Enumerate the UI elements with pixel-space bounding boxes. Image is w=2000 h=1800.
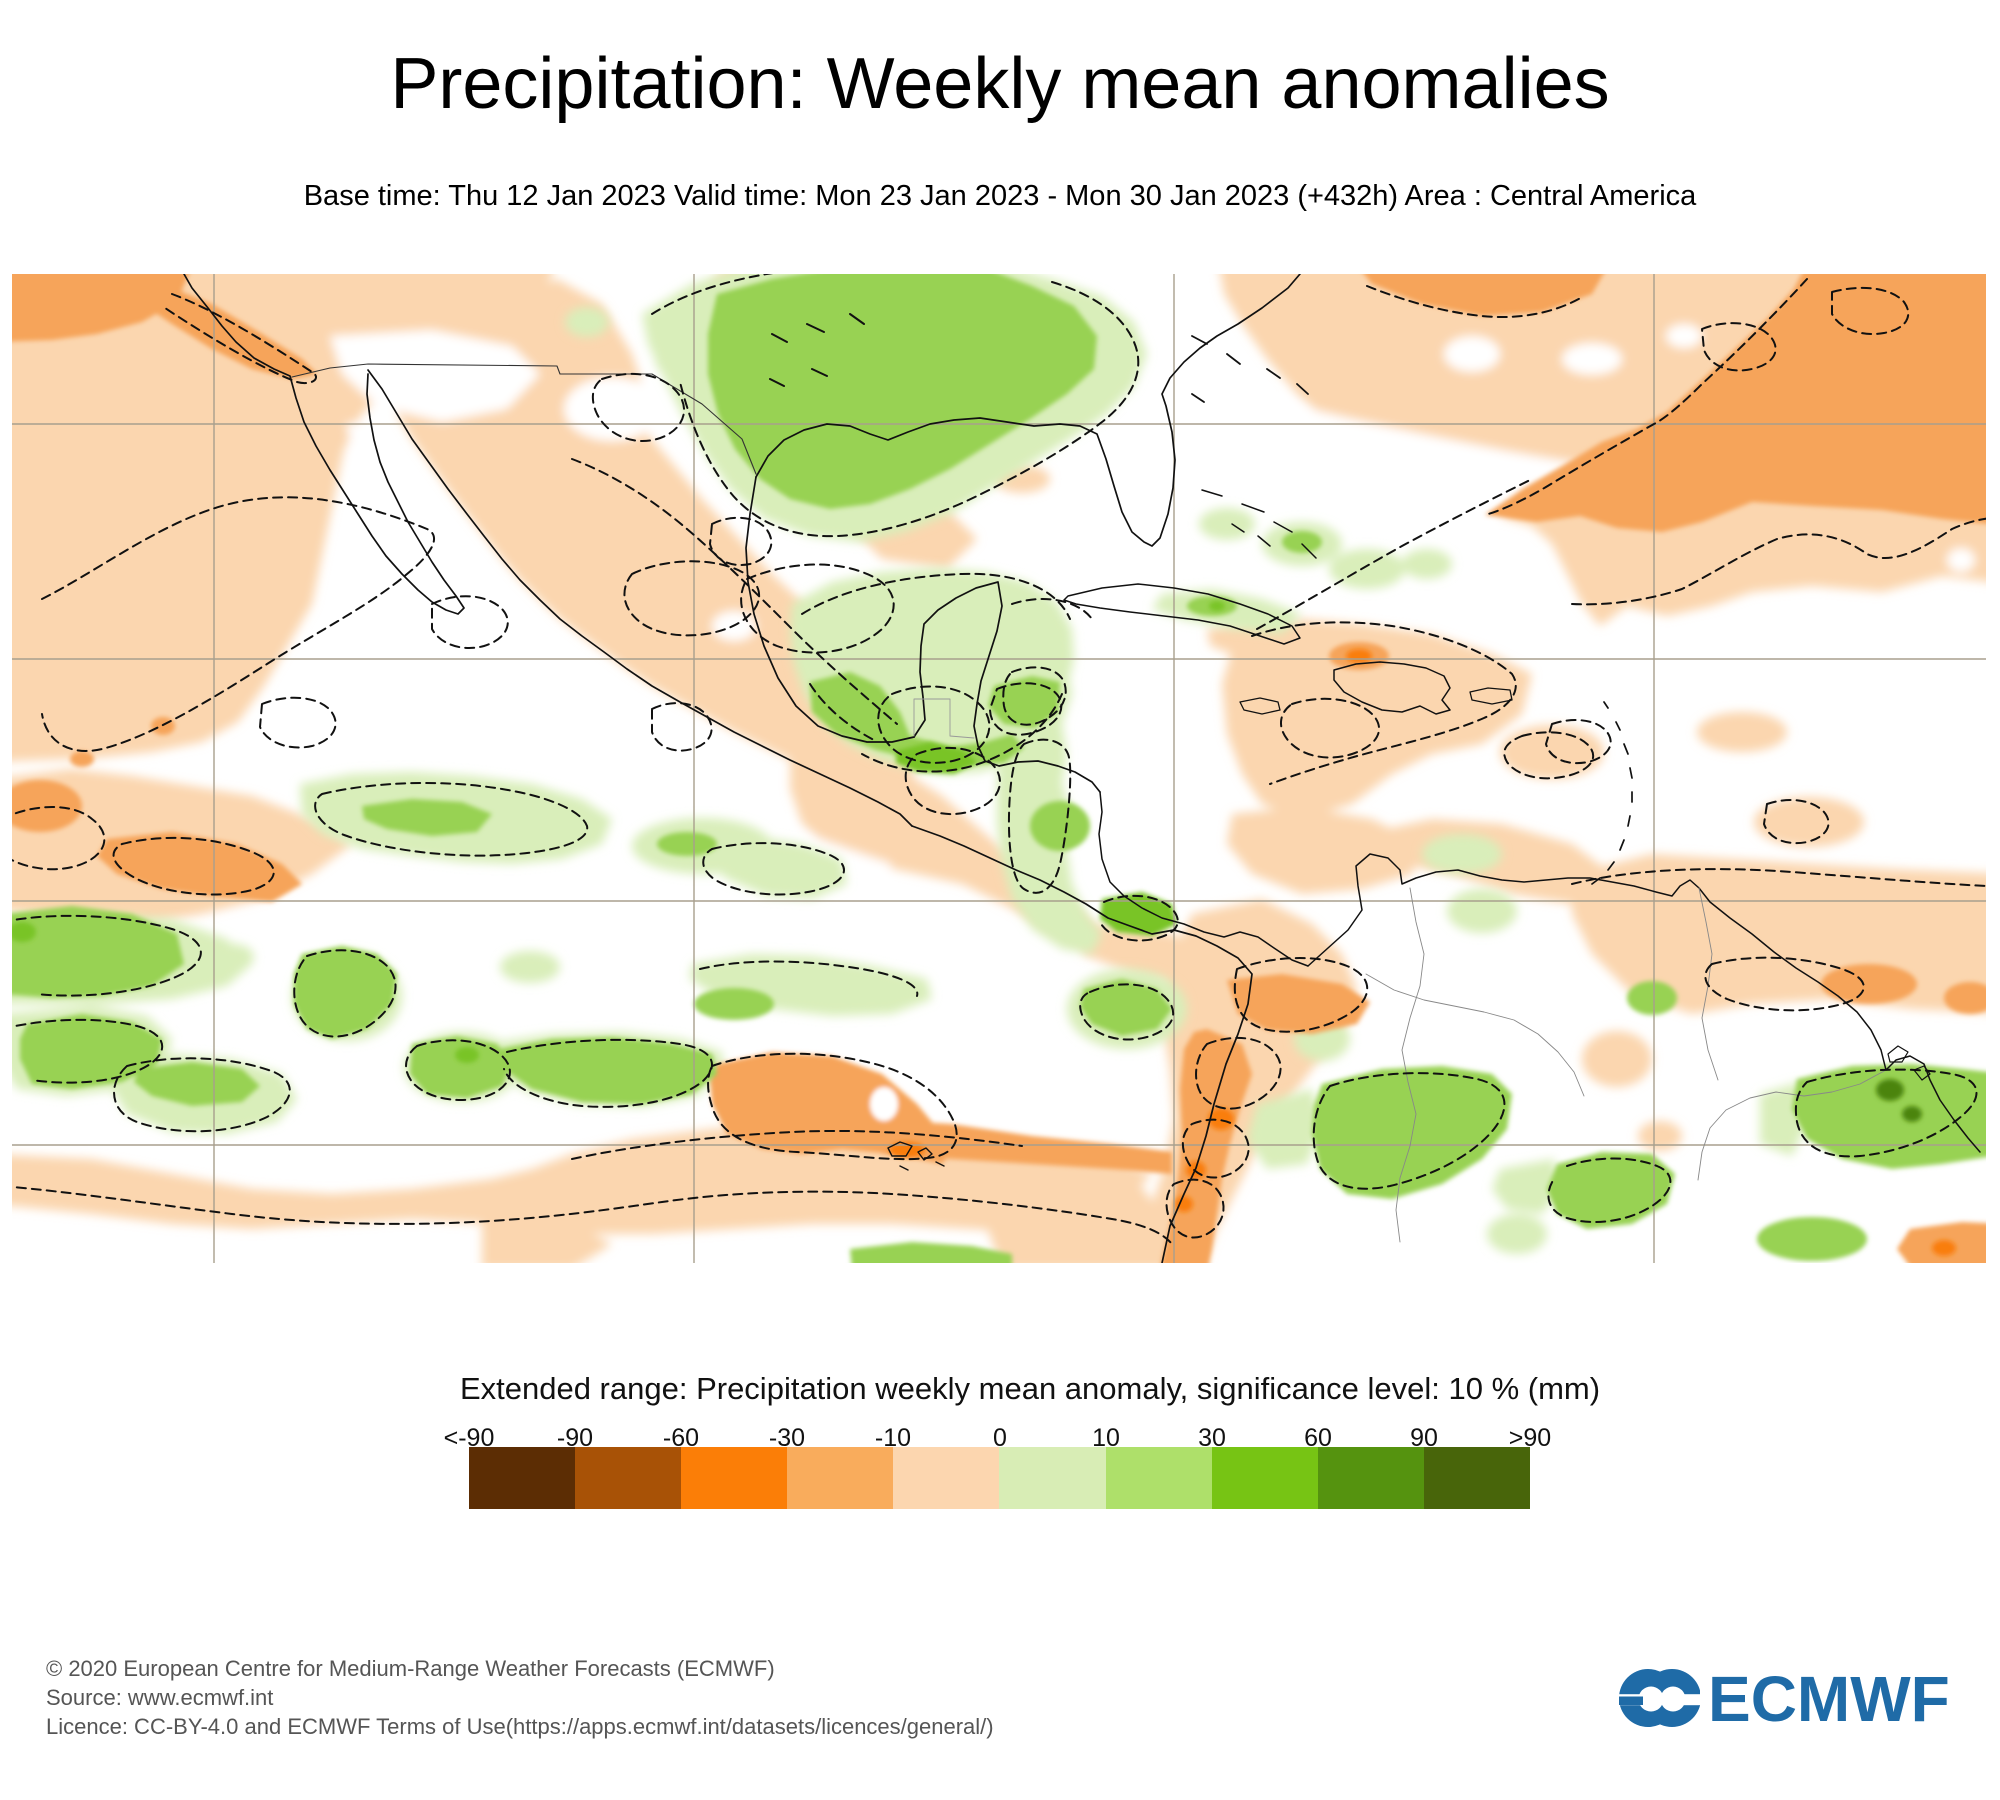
svg-text:ECMWF: ECMWF — [1708, 1663, 1950, 1735]
